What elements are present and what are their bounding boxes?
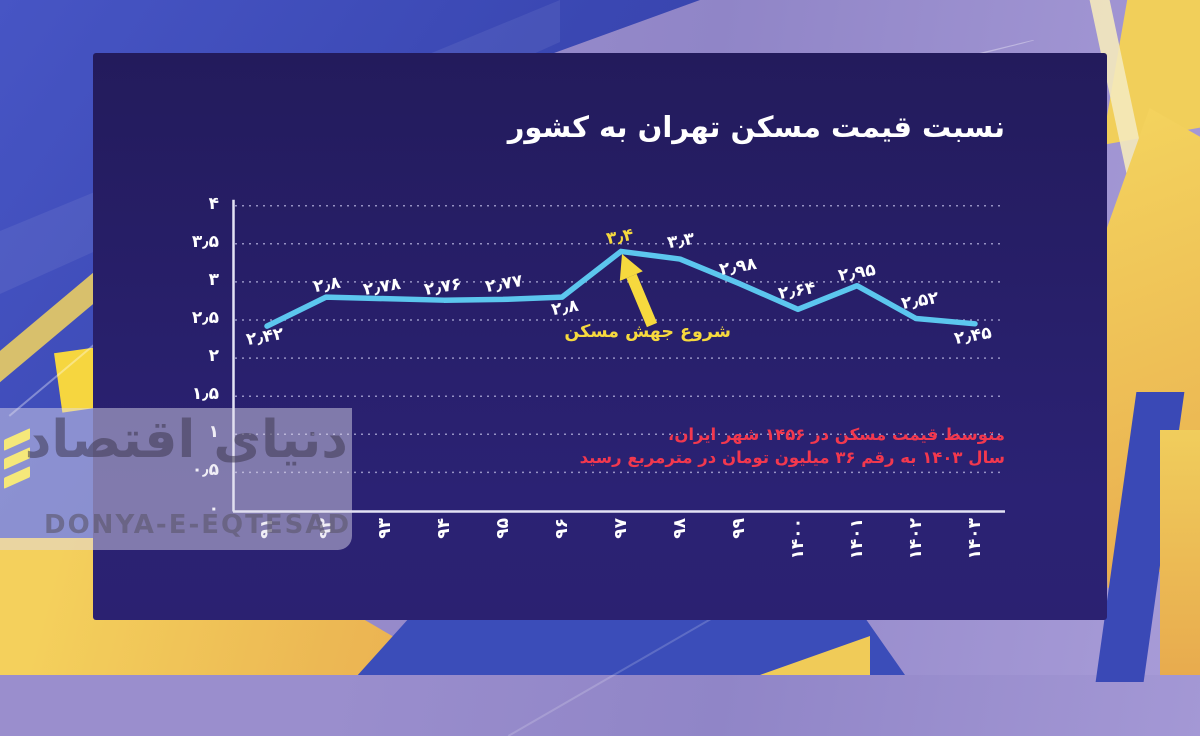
x-axis-tick: ۹۷ [610, 518, 631, 539]
x-axis-tick: ۹۳ [374, 518, 395, 539]
point-label: ۲٫۹۸ [717, 254, 759, 281]
y-axis-tick: ۱٫۵ [191, 384, 219, 405]
watermark-latin: DONYA-E-EQTESAD [44, 510, 352, 540]
bg-shape-yellow-corner [1160, 430, 1200, 675]
y-axis-tick: ۳ [208, 269, 219, 290]
x-axis-tick: ۹۵ [492, 518, 513, 539]
source-note-line1: متوسط قیمت مسکن در ۱۴۵۶ شهر ایران، [668, 425, 1005, 444]
x-axis-tick: ۹۴ [433, 518, 454, 539]
chart-title: نسبت قیمت مسکن تهران به کشور [507, 110, 1005, 144]
x-axis-tick: ۱۴۰۳ [964, 518, 985, 560]
x-axis-tick: ۱۴۰۲ [905, 518, 926, 560]
watermark: دنیای اقتصاد DONYA-E-EQTESAD [0, 408, 352, 550]
y-axis-tick: ۰ [208, 498, 219, 519]
point-label: ۲٫۴۵ [952, 322, 994, 349]
x-axis-tick: ۹۹ [728, 518, 749, 539]
x-axis-tick: ۹۶ [551, 518, 572, 539]
chart-labels-layer: ۲٫۴۲ ۲٫۸ ۲٫۷۸ ۲٫۷۶ ۲٫۷۷ ۲٫۸ ۳٫۴ ۳٫۳ ۲٫۹۸ ۲٫۶۴ ۲٫۹۵… [93, 53, 1107, 620]
x-axis-tick: ۱۴۰۰ [787, 518, 808, 560]
source-note-line2: سال ۱۴۰۳ به رقم ۳۶ میلیون تومان در مترمر… [579, 448, 1005, 467]
annotation-label: شروع جهش مسکن [564, 322, 731, 342]
point-label: ۲٫۷۷ [483, 271, 525, 298]
y-axis-tick: ۳٫۵ [191, 231, 219, 252]
line-chart [232, 199, 1005, 513]
x-axis-tick: ۹۸ [669, 518, 690, 539]
chart-panel: نسبت قیمت مسکن تهران به کشور ۲٫۴۲ ۲٫۸ ۲٫۷۸… [93, 53, 1107, 620]
watermark-persian: دنیای اقتصاد [24, 410, 348, 470]
y-axis-tick: ۲ [208, 346, 219, 367]
y-axis-tick: ۲٫۵ [191, 308, 219, 328]
source-note: متوسط قیمت مسکن در ۱۴۵۶ شهر ایران، سال ۱… [580, 423, 1005, 469]
point-label: ۲٫۹۵ [836, 259, 878, 286]
point-label: ۲٫۸ [549, 295, 581, 321]
y-axis-tick: ۰٫۵ [191, 460, 219, 481]
x-axis-tick: ۱۴۰۱ [846, 518, 867, 560]
y-axis-tick: ۱ [208, 422, 219, 443]
point-label: ۲٫۵۲ [899, 288, 941, 315]
y-axis-tick: ۴ [208, 193, 219, 214]
point-label: ۳٫۳ [665, 228, 697, 254]
point-label: ۲٫۴۲ [244, 323, 286, 351]
